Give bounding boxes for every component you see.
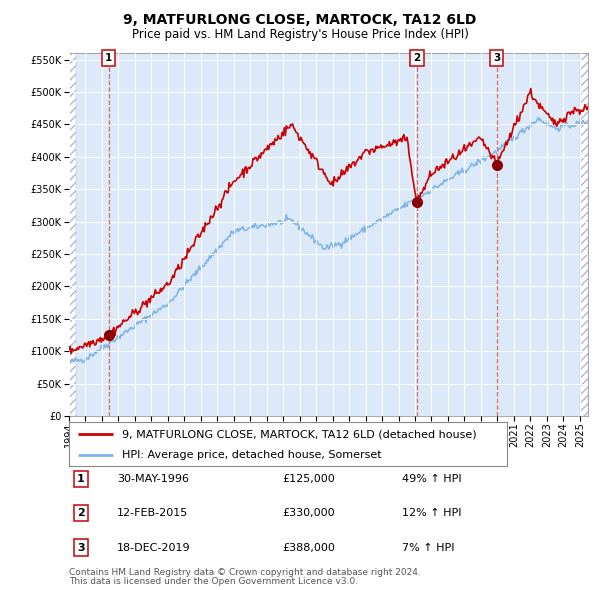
Text: 1: 1 (77, 474, 85, 484)
Text: 30-MAY-1996: 30-MAY-1996 (117, 474, 189, 484)
Text: 49% ↑ HPI: 49% ↑ HPI (402, 474, 461, 484)
Text: 2: 2 (413, 53, 421, 63)
Text: Contains HM Land Registry data © Crown copyright and database right 2024.: Contains HM Land Registry data © Crown c… (69, 568, 421, 576)
Text: £330,000: £330,000 (282, 509, 335, 518)
Text: 12-FEB-2015: 12-FEB-2015 (117, 509, 188, 518)
Text: 7% ↑ HPI: 7% ↑ HPI (402, 543, 455, 552)
Text: 3: 3 (77, 543, 85, 552)
Text: Price paid vs. HM Land Registry's House Price Index (HPI): Price paid vs. HM Land Registry's House … (131, 28, 469, 41)
Text: 9, MATFURLONG CLOSE, MARTOCK, TA12 6LD: 9, MATFURLONG CLOSE, MARTOCK, TA12 6LD (124, 13, 476, 27)
Text: £388,000: £388,000 (282, 543, 335, 552)
Text: 1: 1 (105, 53, 112, 63)
Text: 9, MATFURLONG CLOSE, MARTOCK, TA12 6LD (detached house): 9, MATFURLONG CLOSE, MARTOCK, TA12 6LD (… (122, 430, 476, 439)
Text: 12% ↑ HPI: 12% ↑ HPI (402, 509, 461, 518)
Text: 2: 2 (77, 509, 85, 518)
Text: £125,000: £125,000 (282, 474, 335, 484)
Text: 3: 3 (493, 53, 500, 63)
Text: 18-DEC-2019: 18-DEC-2019 (117, 543, 191, 552)
Text: This data is licensed under the Open Government Licence v3.0.: This data is licensed under the Open Gov… (69, 577, 358, 586)
Text: HPI: Average price, detached house, Somerset: HPI: Average price, detached house, Some… (122, 450, 381, 460)
